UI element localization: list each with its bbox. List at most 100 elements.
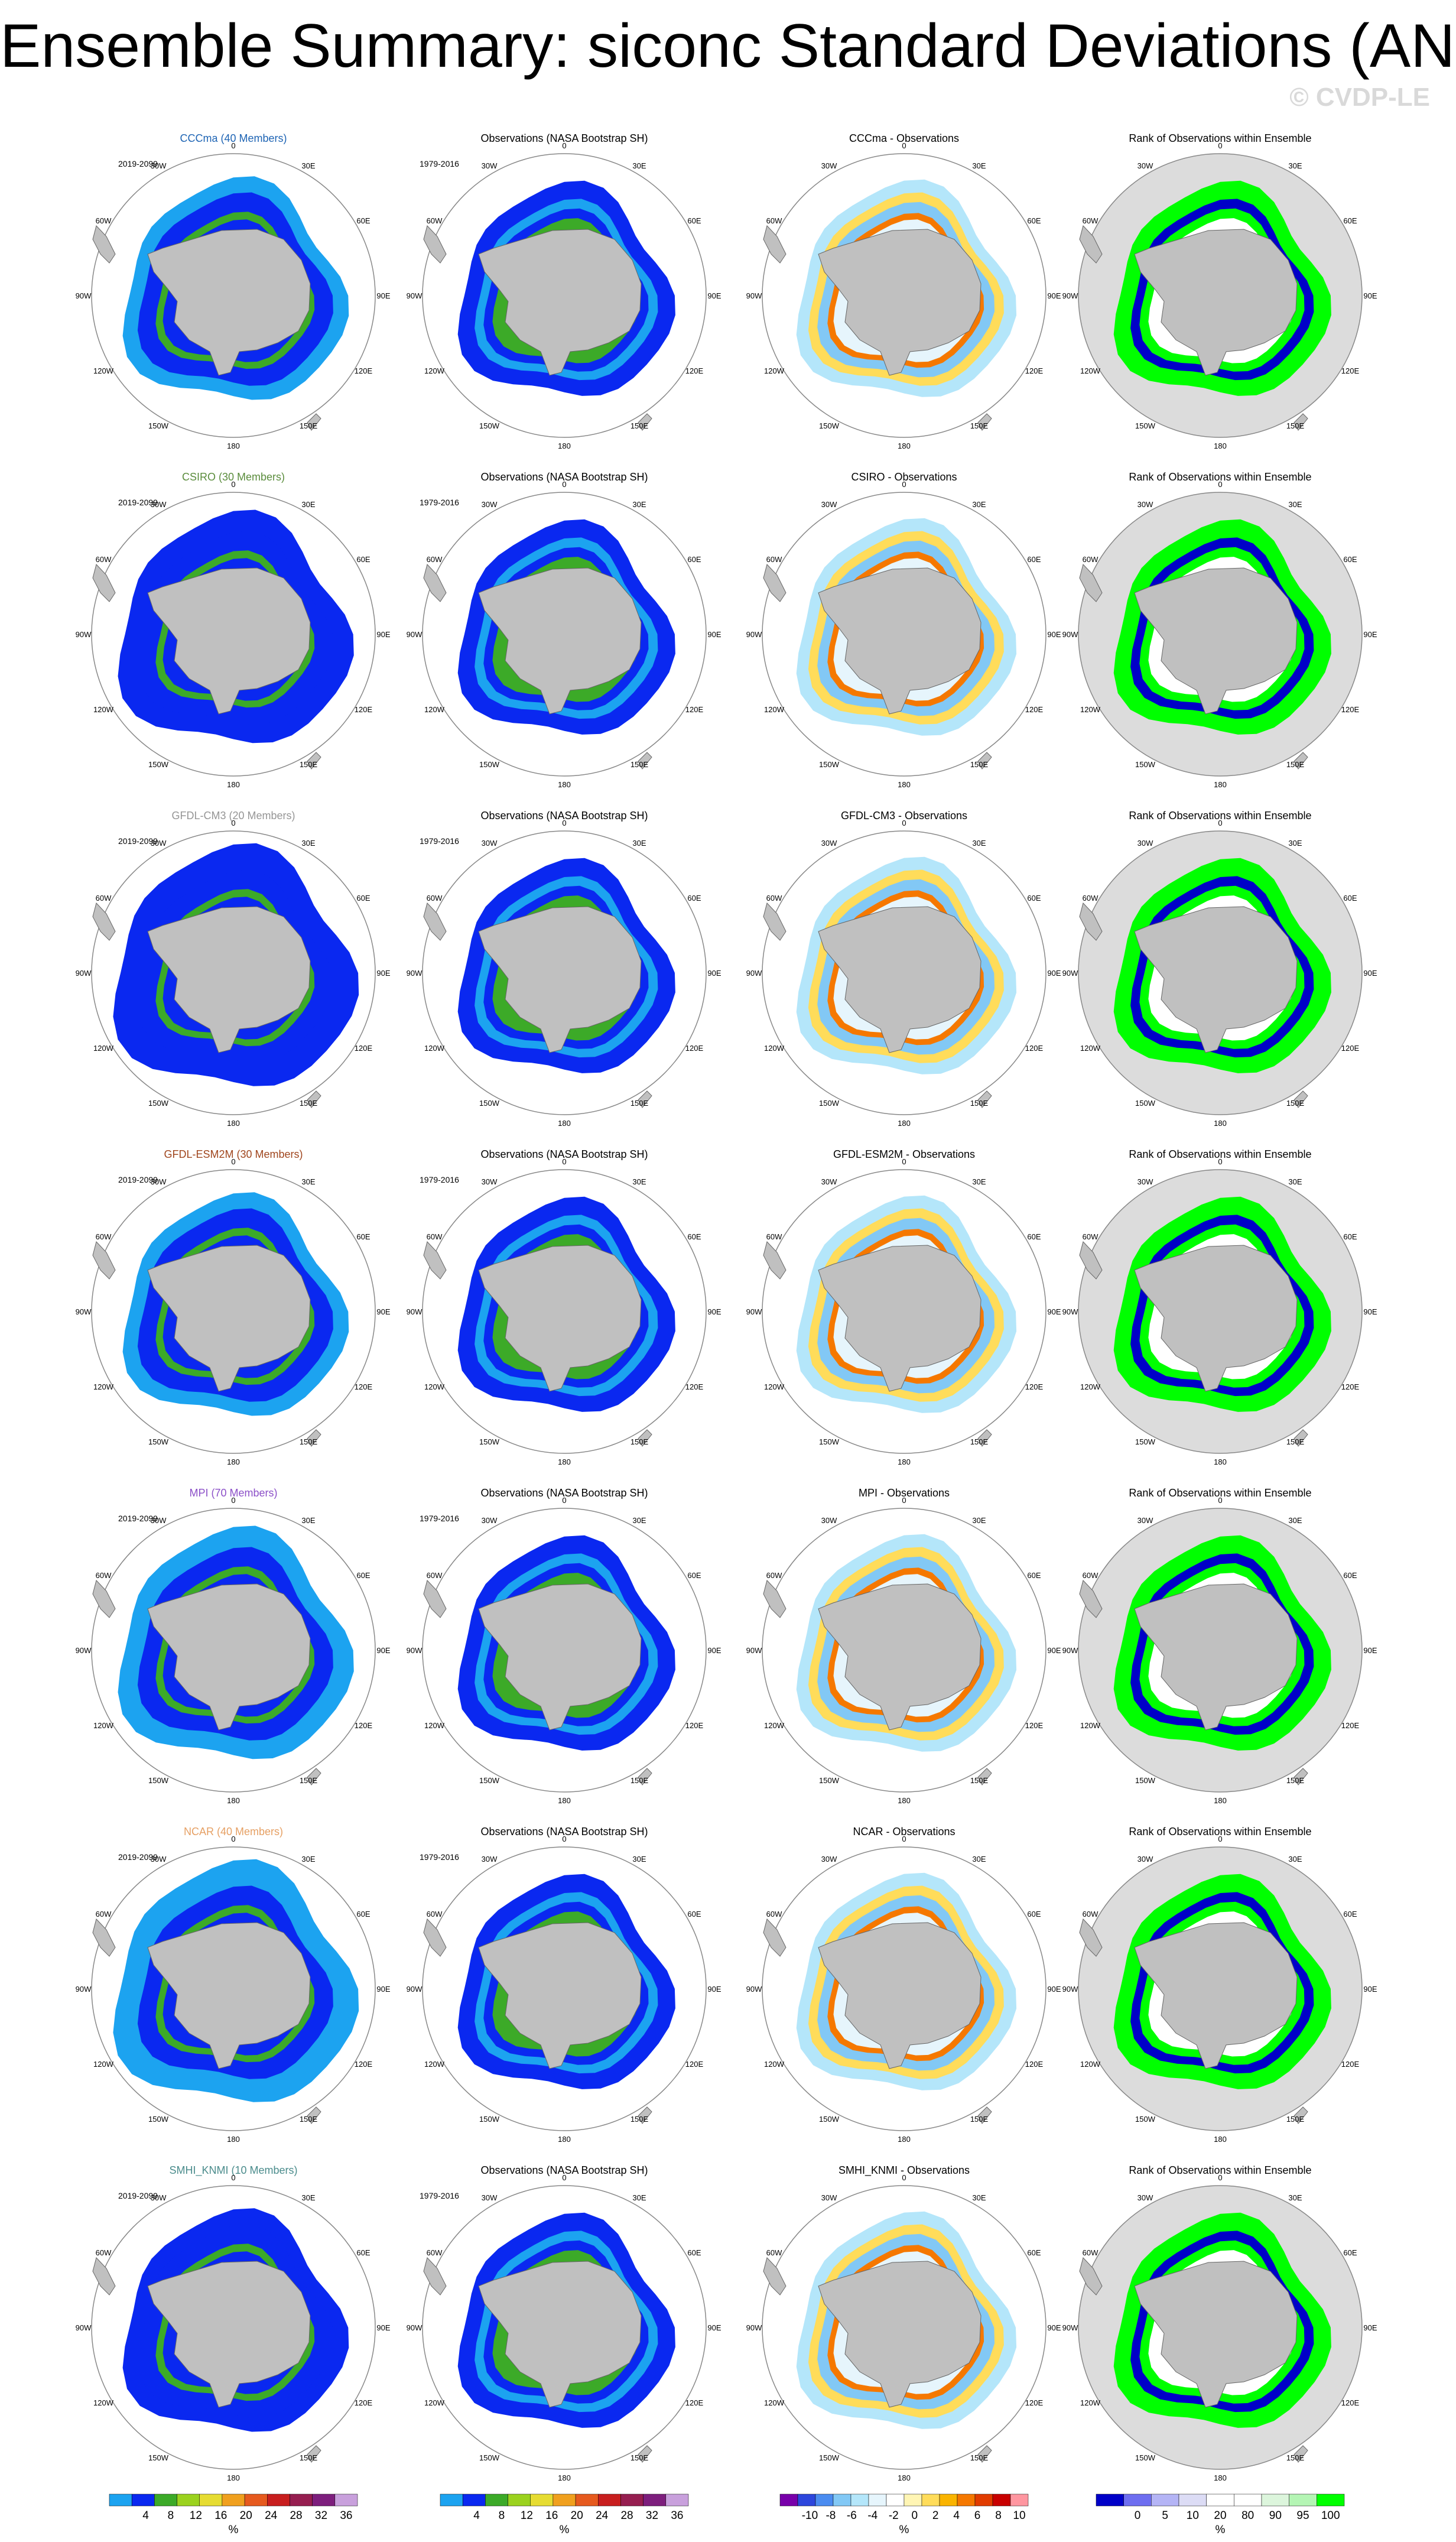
colorbar-tick-label: 32 bbox=[315, 2509, 327, 2522]
lon-label: 120W bbox=[764, 2398, 785, 2407]
lon-label: 30E bbox=[1288, 1177, 1302, 1186]
lon-label: 0 bbox=[902, 2173, 906, 2182]
lon-label: 0 bbox=[902, 1157, 906, 1166]
polar-map-r5-c1: 0 30E 60E 90E 120E 150E 180 150W 120W 90W 60W 30W bbox=[407, 1835, 722, 2144]
lon-label: 90W bbox=[76, 291, 92, 300]
lon-label: 180 bbox=[1214, 2473, 1227, 2482]
colorbar-unit: % bbox=[560, 2524, 570, 2536]
lon-label: 150E bbox=[970, 2453, 989, 2462]
model-title: SMHI_KNMI (10 Members) bbox=[169, 2164, 297, 2177]
lon-label: 30W bbox=[821, 161, 837, 170]
lon-label: 150E bbox=[630, 2453, 649, 2462]
colorbar-tick-label: 6 bbox=[974, 2509, 981, 2522]
lon-label: 30E bbox=[301, 500, 315, 509]
lon-label: 30E bbox=[632, 1177, 646, 1186]
lon-label: 90E bbox=[707, 1646, 721, 1655]
lon-label: 150E bbox=[630, 421, 649, 430]
lon-label: 30W bbox=[1138, 161, 1153, 170]
lon-label: 120E bbox=[1341, 1044, 1360, 1053]
lon-label: 30W bbox=[482, 2193, 498, 2202]
lon-label: 180 bbox=[558, 2135, 571, 2144]
diff-title: GFDL-CM3 - Observations bbox=[841, 810, 967, 822]
lon-label: 120W bbox=[764, 705, 785, 714]
lon-label: 0 bbox=[562, 819, 566, 827]
lon-label: 30E bbox=[1288, 839, 1302, 848]
lon-label: 120E bbox=[1025, 366, 1044, 375]
lon-label: 90W bbox=[746, 2323, 762, 2332]
lon-label: 150E bbox=[1286, 2453, 1305, 2462]
lon-label: 150E bbox=[1286, 1437, 1305, 1446]
colorbar-tick-label: 8 bbox=[995, 2509, 1002, 2522]
lon-label: 120E bbox=[355, 366, 373, 375]
lon-label: 90E bbox=[1363, 2323, 1377, 2332]
lon-label: 90W bbox=[1062, 1985, 1078, 1994]
lon-label: 60W bbox=[96, 1232, 112, 1241]
lon-label: 150E bbox=[300, 421, 318, 430]
polar-map-r3-c2: 0 30E 60E 90E 120E 150E 180 150W 120W 90W 60W 30W bbox=[746, 1157, 1061, 1466]
lon-label: 150W bbox=[148, 760, 169, 769]
lon-label: 90W bbox=[1062, 2323, 1078, 2332]
lon-label: 90W bbox=[76, 1985, 92, 1994]
lon-label: 30W bbox=[821, 1855, 837, 1864]
lon-label: 120E bbox=[685, 1044, 704, 1053]
colorbar-tick-label: 20 bbox=[571, 2509, 583, 2522]
lon-label: 90E bbox=[1363, 630, 1377, 639]
lon-label: 180 bbox=[227, 1457, 240, 1466]
lon-label: 60E bbox=[356, 1571, 370, 1580]
lon-label: 150W bbox=[479, 421, 500, 430]
lon-label: 30W bbox=[821, 1516, 837, 1525]
lon-label: 180 bbox=[898, 1119, 911, 1128]
period-label: 2019-2099 bbox=[118, 1852, 158, 1862]
lon-label: 90E bbox=[1363, 1985, 1377, 1994]
lon-label: 60E bbox=[1343, 2248, 1357, 2257]
lon-label: 150W bbox=[819, 1437, 840, 1446]
lon-label: 30W bbox=[1138, 2193, 1153, 2202]
lon-label: 60E bbox=[1027, 1232, 1041, 1241]
lon-label: 120W bbox=[764, 1044, 785, 1053]
lon-label: 30W bbox=[482, 500, 498, 509]
colorbar-unit: % bbox=[229, 2524, 239, 2536]
lon-label: 30E bbox=[1288, 500, 1302, 509]
period-label: 1979-2016 bbox=[420, 836, 459, 846]
lon-label: 90E bbox=[1047, 1646, 1061, 1655]
lon-label: 120E bbox=[355, 705, 373, 714]
diff-title: NCAR - Observations bbox=[853, 1826, 955, 1837]
colorbar-tick-label: 0 bbox=[911, 2509, 918, 2522]
lon-label: 60E bbox=[687, 216, 701, 225]
period-label: 1979-2016 bbox=[420, 159, 459, 168]
lon-label: 120E bbox=[1341, 1721, 1360, 1730]
lon-label: 30E bbox=[972, 839, 986, 848]
lon-label: 150W bbox=[479, 760, 500, 769]
lon-label: 180 bbox=[898, 441, 911, 450]
period-label: 1979-2016 bbox=[420, 1514, 459, 1523]
polar-map-r2-c2: 0 30E 60E 90E 120E 150E 180 150W 120W 90W 60W 30W bbox=[746, 819, 1061, 1128]
lon-label: 180 bbox=[898, 1796, 911, 1805]
lon-label: 0 bbox=[231, 1157, 235, 1166]
lon-label: 150W bbox=[1135, 421, 1156, 430]
lon-label: 30E bbox=[1288, 1855, 1302, 1864]
obs-title: Observations (NASA Bootstrap SH) bbox=[480, 471, 648, 483]
lon-label: 120E bbox=[685, 1721, 704, 1730]
lon-label: 150E bbox=[300, 1776, 318, 1785]
lon-label: 90W bbox=[1062, 1646, 1078, 1655]
lon-label: 90E bbox=[707, 1985, 721, 1994]
polar-map-r4-c2: 0 30E 60E 90E 120E 150E 180 150W 120W 90W 60W 30W bbox=[746, 1496, 1061, 1805]
obs-title: Observations (NASA Bootstrap SH) bbox=[480, 1487, 648, 1499]
lon-label: 60E bbox=[1343, 894, 1357, 902]
lon-label: 30W bbox=[821, 500, 837, 509]
page-title: Ensemble Summary: siconc Standard Deviat… bbox=[0, 12, 1456, 80]
lon-label: 30W bbox=[1138, 1516, 1153, 1525]
lon-label: 120E bbox=[1341, 705, 1360, 714]
lon-label: 60E bbox=[687, 1571, 701, 1580]
lon-label: 150W bbox=[1135, 1437, 1156, 1446]
lon-label: 90E bbox=[376, 1646, 390, 1655]
lon-label: 0 bbox=[902, 1835, 906, 1843]
lon-label: 150W bbox=[819, 760, 840, 769]
lon-label: 60E bbox=[687, 1910, 701, 1918]
lon-label: 90E bbox=[1363, 969, 1377, 978]
lon-label: 0 bbox=[231, 2173, 235, 2182]
lon-label: 90W bbox=[1062, 291, 1078, 300]
lon-label: 120W bbox=[424, 1044, 445, 1053]
lon-label: 60W bbox=[96, 2248, 112, 2257]
lon-label: 90W bbox=[76, 1646, 92, 1655]
